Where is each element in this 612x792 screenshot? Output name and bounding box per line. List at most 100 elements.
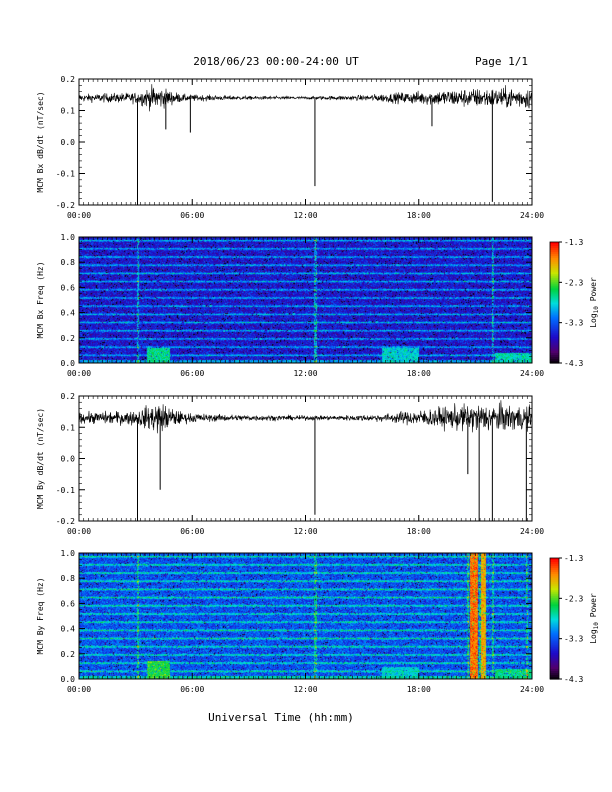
- colorbar-segment: [550, 292, 559, 296]
- colorbar-segment: [550, 326, 559, 330]
- colorbar-segment: [550, 330, 559, 334]
- colorbar-segment: [550, 286, 559, 289]
- colorbar-segment: [550, 322, 559, 326]
- colorbar-segment: [550, 360, 559, 364]
- y-tick-label: 0.4: [61, 625, 76, 634]
- colorbar-segment: [550, 654, 559, 658]
- colorbar-segment: [550, 310, 559, 314]
- colorbar-segment: [550, 600, 559, 603]
- y-tick-label: 0.8: [61, 574, 76, 583]
- colorbar-segment: [550, 592, 559, 595]
- colorbar-segment: [550, 566, 559, 569]
- colorbar-segment: [550, 624, 559, 628]
- colorbar-segment: [550, 264, 559, 267]
- colorbar-label: Log10 Power: [589, 277, 600, 328]
- colorbar-frame: [549, 241, 560, 364]
- colorbar-segment: [550, 356, 559, 360]
- colorbar-segment: [550, 608, 559, 612]
- colorbar-segment: [550, 630, 559, 634]
- colorbar-segment: [550, 334, 559, 338]
- colorbar-tick-label: -2.3: [564, 594, 583, 603]
- colorbar-segment: [550, 676, 559, 680]
- x-tick-label: 06:00: [180, 211, 204, 220]
- by-spectrogram-image: [79, 553, 532, 679]
- colorbar-segment: [550, 574, 559, 577]
- x-tick-label: 18:00: [407, 369, 431, 378]
- colorbar-tick-label: -1.3: [564, 238, 583, 247]
- colorbar-segment: [550, 332, 559, 336]
- page-title: 2018/06/23 00:00-24:00 UT: [193, 55, 359, 68]
- colorbar-segment: [550, 660, 559, 664]
- colorbar-segment: [550, 604, 559, 607]
- colorbar-segment: [550, 270, 559, 273]
- colorbar-segment: [550, 634, 559, 638]
- colorbar-segment: [550, 622, 559, 626]
- colorbar-segment: [550, 284, 559, 287]
- y-tick-label: 0.2: [61, 650, 76, 659]
- colorbar-segment: [550, 294, 559, 298]
- y-tick-label: -0.1: [56, 486, 75, 495]
- x-axis: 00:00 06:00 12:00 18:00 24:00: [67, 553, 544, 694]
- colorbar-segment: [550, 584, 559, 587]
- colorbar-segment: [550, 250, 559, 253]
- y-axis: 1.0 0.8 0.6 0.4 0.2 0.0: [61, 549, 532, 684]
- y-tick-label: 0.6: [61, 283, 76, 292]
- colorbar-segment: [550, 602, 559, 605]
- colorbar-segment: [550, 288, 559, 291]
- colorbar-segment: [550, 254, 559, 257]
- colorbar-segment: [550, 636, 559, 640]
- colorbar-segment: [550, 672, 559, 676]
- y-tick-label: 0.0: [61, 138, 76, 147]
- colorbar-segment: [550, 642, 559, 646]
- x-tick-label: 24:00: [520, 685, 544, 694]
- colorbar-segment: [550, 606, 559, 610]
- colorbar-segment: [550, 312, 559, 316]
- y-tick-label: 0.0: [61, 455, 76, 464]
- colorbar-segment: [550, 656, 559, 660]
- by-spectrogram-panel: 1.0 0.8 0.6 0.4 0.2 0.0 00:00 06:00 12:00 18:00 2…: [36, 549, 600, 694]
- colorbar-segment: [550, 614, 559, 618]
- colorbar-segment: [550, 586, 559, 589]
- colorbar-tick-label: -1.3: [564, 554, 583, 563]
- colorbar-segment: [550, 620, 559, 624]
- colorbar-segment: [550, 610, 559, 614]
- x-tick-label: 00:00: [67, 369, 91, 378]
- colorbar-segment: [550, 568, 559, 571]
- colorbar-tick-label: -3.3: [564, 635, 583, 644]
- bx-spectrogram-image: [79, 237, 532, 363]
- y-tick-label: 0.2: [61, 392, 76, 401]
- colorbar: -1.3 -2.3 -3.3 -4.3 Log10 Power: [549, 554, 600, 684]
- y-tick-label: 1.0: [61, 233, 76, 242]
- x-tick-label: 18:00: [407, 685, 431, 694]
- colorbar-segment: [550, 302, 559, 306]
- colorbar-segment: [550, 562, 559, 565]
- colorbar-segment: [550, 300, 559, 304]
- x-tick-label: 24:00: [520, 527, 544, 536]
- x-tick-label: 06:00: [180, 685, 204, 694]
- x-axis: 00:00 06:00 12:00 18:00 24:00: [67, 237, 544, 378]
- y-tick-label: 0.2: [61, 75, 76, 84]
- colorbar-segment: [550, 594, 559, 597]
- y-tick-label: -0.2: [56, 517, 75, 526]
- colorbar-segment: [550, 570, 559, 573]
- bx-spectrogram-panel: 1.0 0.8 0.6 0.4 0.2 0.0 00:00 06:00 12:00 18:00 2…: [36, 233, 600, 378]
- waveform-trace: [78, 400, 533, 434]
- colorbar-segment: [550, 628, 559, 632]
- colorbar-segment: [550, 308, 559, 312]
- colorbar-segment: [550, 352, 559, 356]
- colorbar-segment: [550, 304, 559, 308]
- y-tick-label: 0.2: [61, 334, 76, 343]
- colorbar-segment: [550, 674, 559, 678]
- colorbar-segment: [550, 274, 559, 277]
- colorbar-segment: [550, 564, 559, 567]
- by-waveform-series: [78, 400, 533, 521]
- x-axis: 00:00 06:00 12:00 18:00 24:00: [67, 396, 544, 536]
- colorbar-tick-label: -4.3: [564, 675, 583, 684]
- waveform-trace: [78, 84, 533, 112]
- colorbar-segment: [550, 664, 559, 668]
- y-axis-label: MCM By dB/dt (nT/sec): [36, 408, 45, 509]
- colorbar-segment: [550, 646, 559, 650]
- colorbar-segment: [550, 276, 559, 279]
- y-axis: 0.2 0.1 0.0 -0.1 -0.2: [56, 75, 532, 210]
